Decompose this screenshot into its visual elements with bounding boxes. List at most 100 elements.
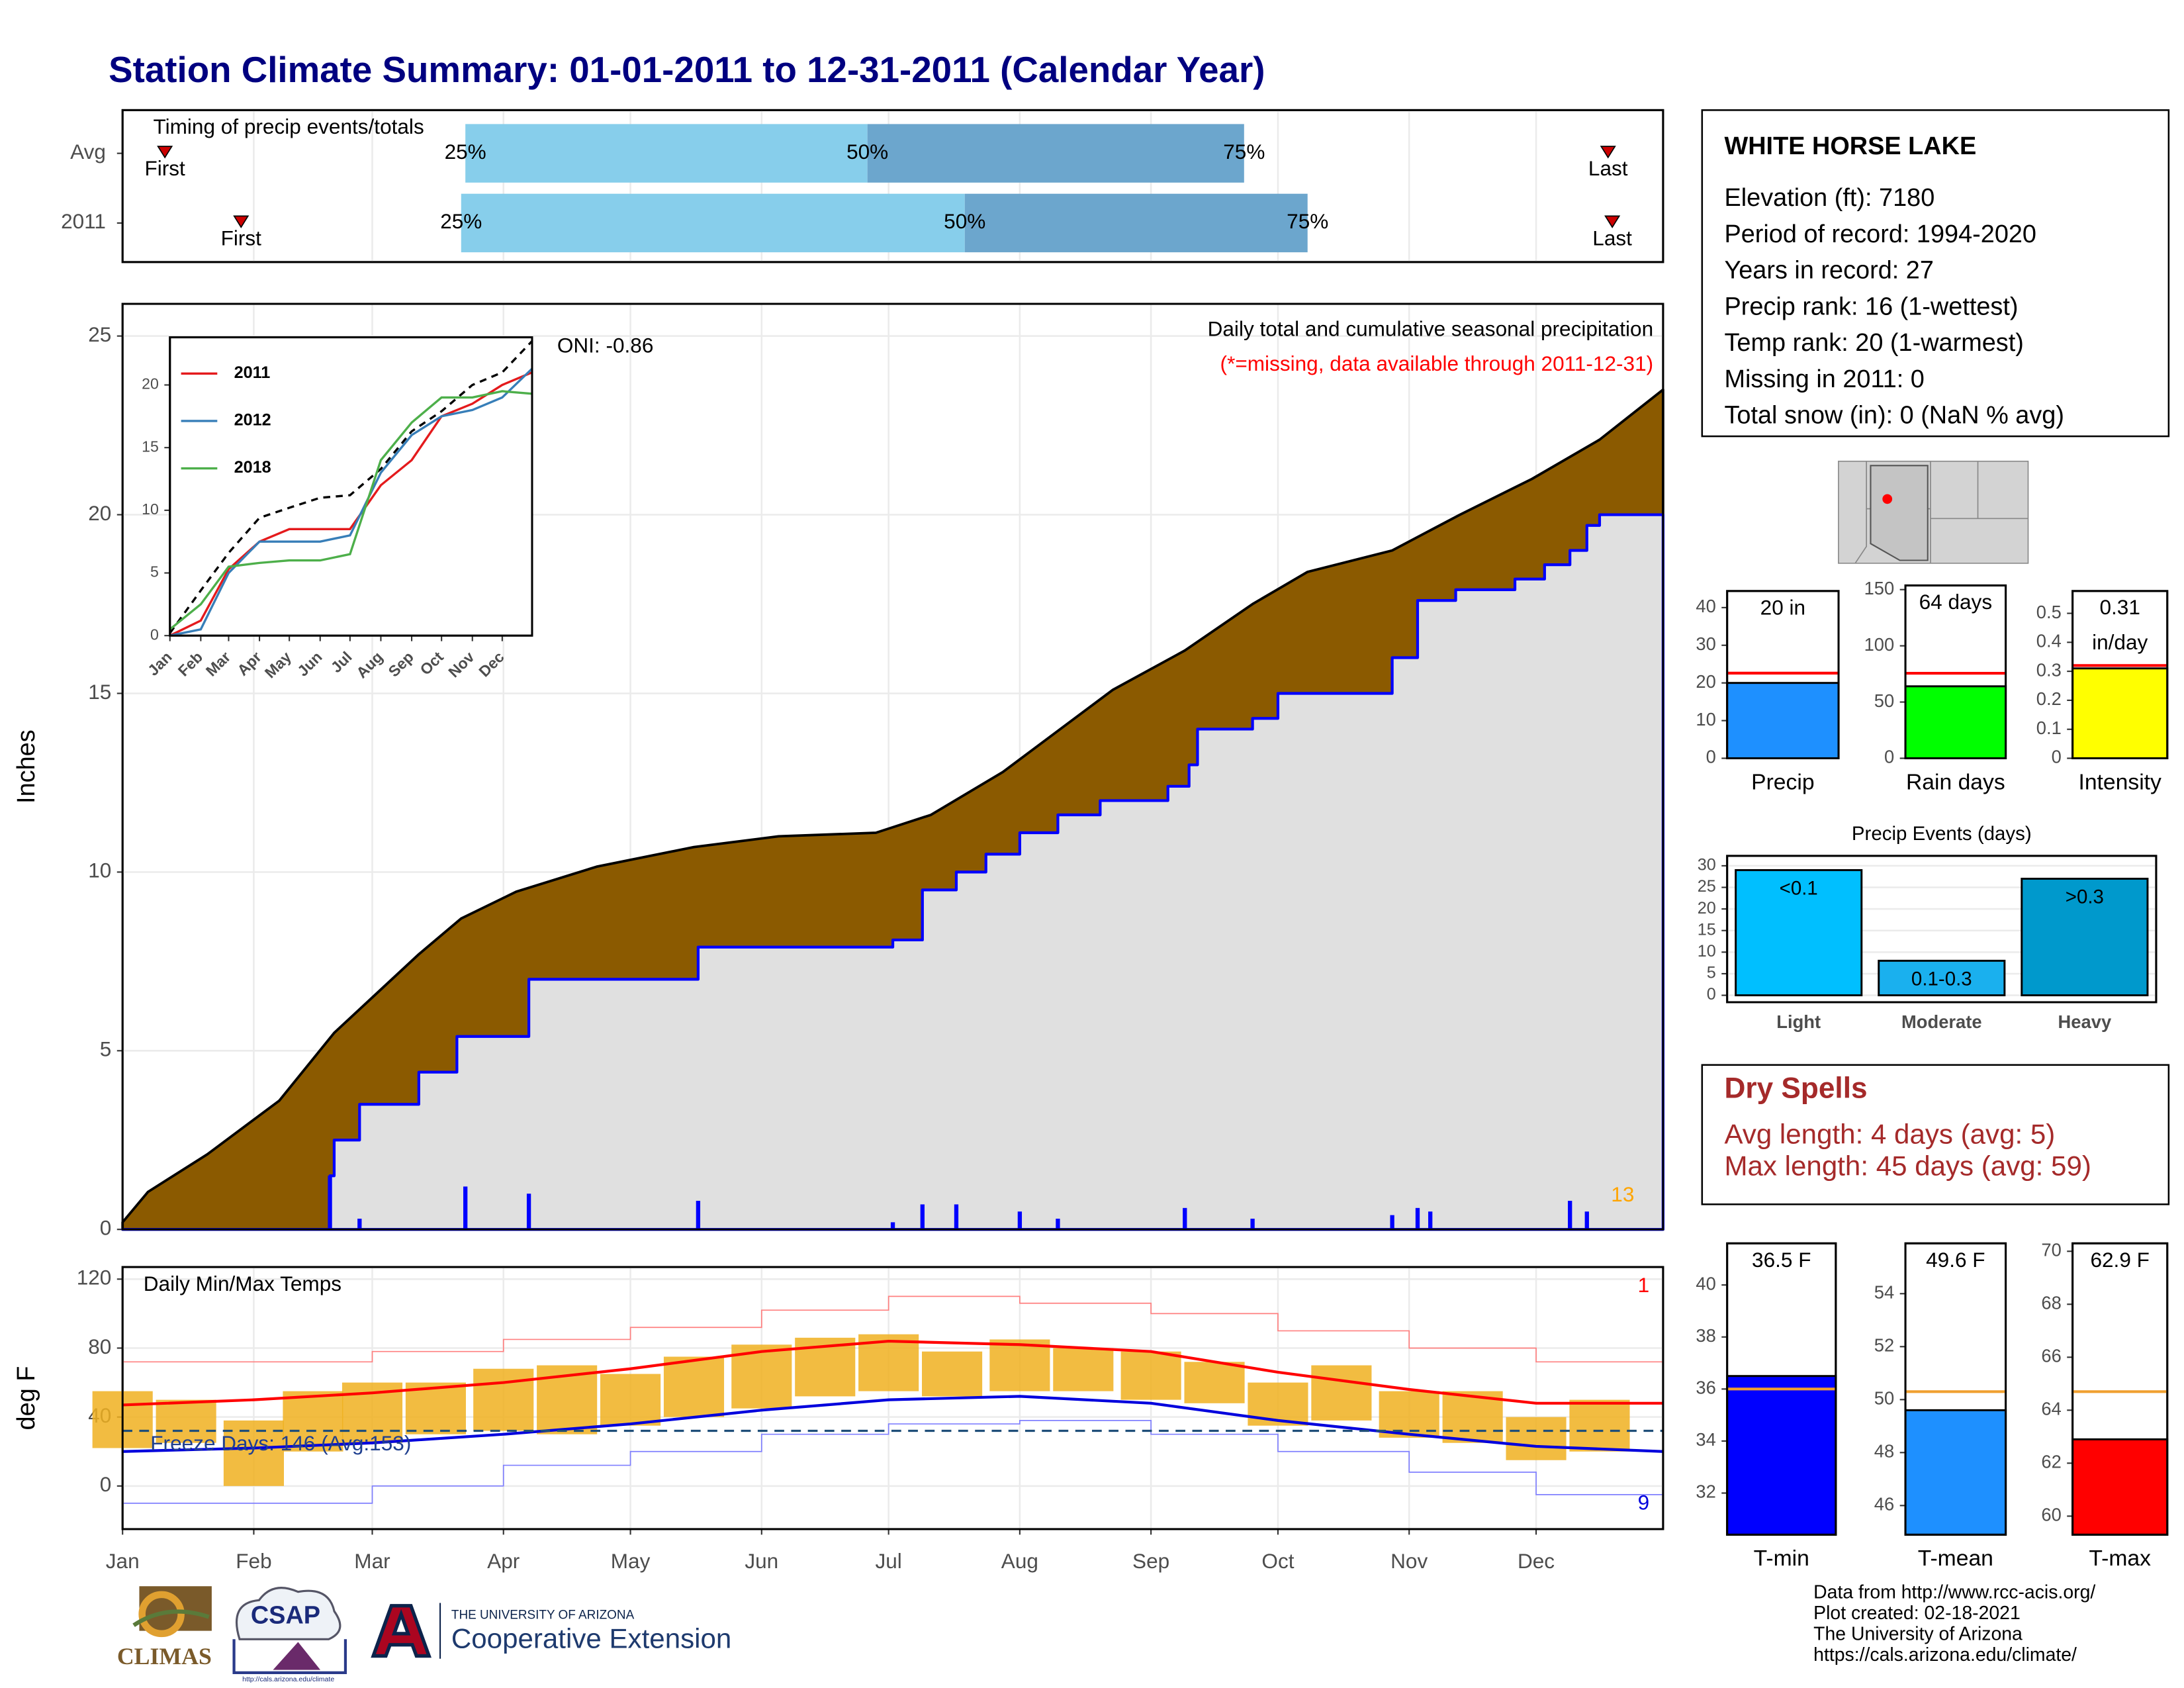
climas-text: CLIMAS [117,1643,212,1669]
category-label: Intensity [2079,770,2162,794]
first-marker [233,215,250,228]
legend-label: 2018 [234,458,271,477]
daily-temp-range [663,1356,725,1417]
record-high-count: 1 [1638,1273,1650,1297]
x-tick-label: Feb [236,1549,271,1573]
bin-label: 0.1-0.3 [1911,968,1972,990]
daily-precip-bar [526,1194,531,1230]
value-label: 62.9 F [2090,1248,2149,1272]
y-tick-label: 25 [1698,877,1716,896]
station-line: Temp rank: 20 (1-warmest) [1724,329,2023,357]
extension-text: Cooperative Extension [451,1623,731,1654]
last-label: Last [1588,156,1628,180]
daily-precip-bar [1056,1219,1060,1230]
plot-border [121,303,1664,1231]
daily-precip-bar [890,1222,895,1230]
daily-temp-range [156,1399,216,1443]
quantile-label: 75% [1287,209,1328,233]
daily-precip-bar [696,1201,701,1230]
daily-precip-bar [328,1176,332,1230]
bar [2071,1438,2169,1536]
x-tick-label: Sep [1132,1549,1169,1573]
value-label: 64 days [1919,590,1993,614]
row-label: Avg [70,140,106,164]
quantile-bar [867,124,1244,183]
y-tick-label: 40 [1696,1273,1715,1293]
x-tick-label: Oct [1261,1549,1294,1573]
y-tick-label: 15 [142,438,159,455]
y-tick-label: 15 [88,680,111,704]
y-axis-title: Inches [13,729,40,804]
daily-temp-range [922,1351,983,1397]
dry-spells-line: Max length: 45 days (avg: 59) [1724,1150,2091,1182]
panel-title: Precip Events (days) [1852,823,2032,845]
y-tick-label: 5 [100,1037,112,1061]
y-tick-label: 68 [2041,1293,2061,1313]
inset-border [169,336,533,637]
daily-temp-range [1311,1365,1372,1421]
timeline-border [121,109,1664,263]
y-tick-label: 36 [1696,1378,1715,1398]
y-tick-label: 50 [1874,1388,1894,1409]
x-tick-label: Aug [1001,1549,1038,1573]
daily-temp-range [1053,1348,1114,1391]
chart-subtitle: Daily total and cumulative seasonal prec… [1208,316,1654,340]
climas-logo: CLIMAS [117,1586,212,1669]
category-label: Heavy [2058,1011,2112,1032]
csap-text: CSAP [251,1602,320,1630]
y-tick-label: 50 [1874,690,1894,711]
temp-line [122,1420,1663,1504]
y-tick-label: 66 [2041,1346,2061,1366]
bar [1735,868,1863,997]
bar [1726,1375,1837,1536]
climas-swoosh [132,1609,210,1627]
bin-label: >0.3 [2066,886,2104,908]
map-arizona [1870,465,1929,561]
ua-text: THE UNIVERSITY OF ARIZONA [451,1609,635,1622]
y-tick-label: 30 [1696,633,1715,654]
oni-label: ONI: -0.86 [557,334,654,357]
daily-precip-bar [1390,1215,1394,1230]
y-tick-label: 25 [88,322,111,346]
bar-panel-border [1904,1242,2007,1536]
category-label: Precip [1751,770,1814,794]
x-tick-label: Jan [106,1549,140,1573]
value-label: 36.5 F [1752,1248,1811,1272]
daily-temp-range [405,1382,466,1434]
y-tick-label: 62 [2041,1452,2061,1472]
y-tick-label: 0 [1707,985,1716,1004]
y-tick-label: 20 [1698,899,1716,917]
timeline-title: Timing of precip events/totals [154,115,424,138]
ua-block-a [371,1604,432,1658]
station-box [1701,109,2170,438]
y-tick-label: 54 [1874,1282,1894,1303]
record-low-count: 9 [1638,1490,1650,1514]
dry-spells-line: Avg length: 4 days (avg: 5) [1724,1118,2055,1149]
inset-line [169,340,533,634]
quantile-label: 25% [440,209,482,233]
y-tick-label: 150 [1864,578,1895,598]
x-tick-label: May [611,1549,651,1573]
y-tick-label: 100 [1864,634,1895,655]
bar [1878,959,2006,997]
bar-panel-border [2071,590,2169,759]
y-tick-label: 0.1 [2036,718,2062,738]
temp-line [122,1339,1663,1407]
bar [1904,1409,2007,1536]
x-tick-label: Dec [1518,1549,1555,1573]
value-label-line: 0.31 [2099,596,2140,620]
missing-note: (*=missing, data available through 2011-… [1220,352,1654,375]
y-tick-label: 0 [1884,747,1894,767]
y-tick-label: 5 [1707,964,1716,982]
y-tick-label: 48 [1874,1441,1894,1462]
y-axis-title: deg F [13,1366,40,1430]
freeze-label: Freeze Days: 146 (Avg:153) [150,1431,411,1455]
y-tick-label: 0.2 [2036,688,2062,709]
bin-label: <0.1 [1780,878,1818,900]
last-marker [1604,215,1621,228]
daily-precip-bar [954,1204,959,1230]
daily-temp-range [283,1391,343,1452]
station-line: Period of record: 1994-2020 [1724,220,2036,248]
